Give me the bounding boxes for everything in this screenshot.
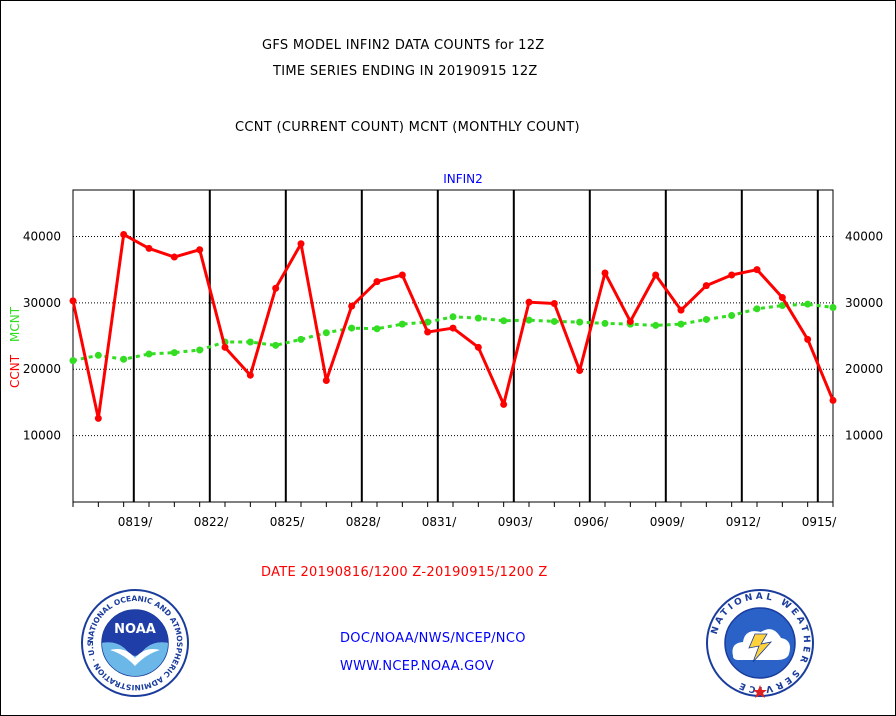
data-point-ccnt [170, 253, 178, 261]
data-point-ccnt [272, 284, 280, 292]
data-point-ccnt [626, 317, 634, 325]
data-point-ccnt [424, 328, 432, 336]
data-point-ccnt [829, 396, 837, 404]
data-point-mcnt [373, 325, 381, 333]
data-point-ccnt [398, 271, 406, 279]
org-path-link[interactable]: DOC/NOAA/NWS/NCEP/NCO [340, 631, 526, 646]
x-tick-label: 0906/ [574, 515, 610, 529]
data-point-mcnt [652, 321, 660, 329]
chart-title: INFIN2 [443, 172, 483, 186]
data-point-mcnt [829, 303, 837, 311]
data-point-ccnt [550, 300, 558, 308]
data-point-mcnt [297, 335, 305, 343]
data-point-mcnt [500, 317, 508, 325]
noaa-logo-text: NOAA [114, 622, 156, 637]
data-point-mcnt [246, 338, 254, 346]
y-tick-label-right: 40000 [845, 229, 883, 243]
noaa-logo: NATIONAL OCEANIC AND ATMOSPHERIC ADMINIS… [80, 588, 189, 697]
data-point-mcnt [170, 349, 178, 357]
data-point-ccnt [677, 306, 685, 314]
chart-header-line3: CCNT (CURRENT COUNT) MCNT (MONTHLY COUNT… [235, 120, 580, 135]
x-tick-label: 0909/ [650, 515, 686, 529]
data-point-mcnt [601, 319, 609, 327]
x-tick-label: 0915/ [802, 515, 838, 529]
x-tick-label: 0822/ [194, 515, 230, 529]
data-point-ccnt [525, 298, 533, 306]
date-range-label: DATE 20190816/1200 Z-20190915/1200 Z [261, 565, 548, 580]
data-point-ccnt [145, 244, 153, 252]
chart-header-line2: TIME SERIES ENDING IN 20190915 12Z [273, 64, 538, 79]
data-point-mcnt [778, 302, 786, 310]
data-point-mcnt [120, 355, 128, 363]
y-tick-label-right: 20000 [845, 362, 883, 376]
data-point-mcnt [196, 346, 204, 354]
chart-header-line1: GFS MODEL INFIN2 DATA COUNTS for 12Z [262, 38, 545, 53]
data-point-ccnt [804, 335, 812, 343]
data-point-mcnt [449, 313, 457, 321]
data-point-mcnt [550, 317, 558, 325]
y-tick-label-right: 30000 [845, 296, 883, 310]
y-tick-label-left: 10000 [23, 429, 61, 443]
x-tick-label: 0903/ [498, 515, 534, 529]
data-point-ccnt [652, 271, 660, 279]
data-point-mcnt [145, 350, 153, 358]
x-tick-label: 0828/ [346, 515, 382, 529]
data-point-mcnt [398, 320, 406, 328]
data-point-ccnt [474, 343, 482, 351]
y-axis-label-ccnt: CCNT [8, 354, 22, 388]
data-point-mcnt [804, 300, 812, 308]
data-point-mcnt [753, 305, 761, 313]
x-tick-label: 0912/ [726, 515, 762, 529]
x-tick-label: 0831/ [422, 515, 458, 529]
data-point-ccnt [753, 266, 761, 274]
data-point-ccnt [449, 324, 457, 332]
data-point-ccnt [120, 230, 128, 238]
data-point-ccnt [500, 400, 508, 408]
data-point-ccnt [373, 278, 381, 286]
data-point-ccnt [246, 371, 254, 379]
data-point-mcnt [69, 357, 77, 365]
data-point-mcnt [525, 316, 533, 324]
y-tick-label-left: 20000 [23, 362, 61, 376]
y-tick-label-right: 10000 [845, 429, 883, 443]
data-point-mcnt [272, 341, 280, 349]
data-point-mcnt [322, 329, 330, 337]
data-point-ccnt [221, 343, 229, 351]
y-tick-label-left: 30000 [23, 296, 61, 310]
data-point-ccnt [94, 414, 102, 422]
x-tick-label: 0819/ [118, 515, 154, 529]
data-point-mcnt [94, 351, 102, 359]
data-point-mcnt [348, 324, 356, 332]
data-point-ccnt [728, 271, 736, 279]
data-point-ccnt [297, 240, 305, 248]
y-tick-label-left: 40000 [23, 229, 61, 243]
data-point-ccnt [69, 297, 77, 305]
series-line-mcnt [72, 302, 834, 363]
data-point-mcnt [728, 311, 736, 319]
data-point-mcnt [677, 320, 685, 328]
data-point-mcnt [474, 314, 482, 322]
nws-logo: NATIONAL WEATHER SERVICE [706, 589, 814, 698]
data-point-ccnt [576, 367, 584, 375]
data-point-ccnt [702, 282, 710, 290]
data-point-mcnt [702, 315, 710, 323]
x-tick-label: 0825/ [270, 515, 306, 529]
data-point-ccnt [196, 246, 204, 254]
data-point-mcnt [576, 318, 584, 326]
data-point-ccnt [322, 377, 330, 385]
data-point-ccnt [601, 269, 609, 277]
data-point-ccnt [348, 302, 356, 310]
data-point-ccnt [778, 294, 786, 302]
y-axis-label-mcnt: MCNT [8, 306, 22, 342]
website-link[interactable]: WWW.NCEP.NOAA.GOV [340, 659, 495, 674]
data-point-mcnt [424, 318, 432, 326]
